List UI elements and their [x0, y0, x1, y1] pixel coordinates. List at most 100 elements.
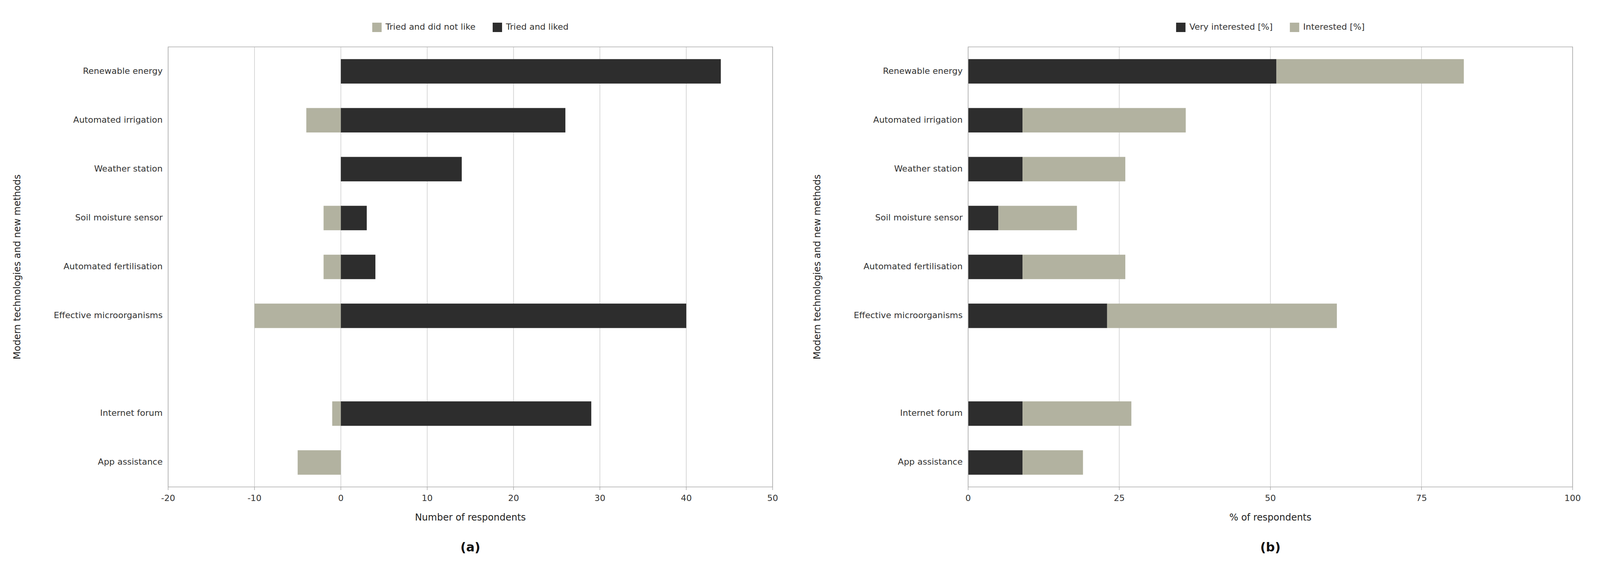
legend-label: Tried and liked: [505, 21, 569, 32]
tick-mark: [599, 487, 601, 491]
chart-root: Renewable energy Automated irrigation Weat…: [0, 0, 1600, 569]
category-label: Effective microorganisms: [853, 310, 963, 321]
legend: Tried and did not like Tried and liked: [372, 21, 569, 33]
bar: [968, 303, 1108, 329]
legend-label: Interested [%]: [1303, 21, 1365, 32]
tick-label: 30: [594, 493, 606, 504]
bar: [968, 254, 1023, 280]
category-label: Automated irrigation: [73, 114, 163, 125]
bar: [332, 401, 341, 427]
tick-mark: [426, 487, 428, 491]
tick-label: 20: [507, 493, 519, 504]
category-label: Soil moisture sensor: [75, 212, 164, 223]
bar: [968, 157, 1023, 182]
bar: [968, 59, 1277, 84]
x-axis-label: Number of respondents: [414, 512, 526, 524]
legend-swatch: [372, 22, 382, 33]
bar: [306, 107, 341, 133]
bar: [340, 157, 462, 182]
bar: [1022, 254, 1126, 280]
chart-title: (a): [460, 539, 481, 555]
tick-mark: [685, 487, 687, 491]
tick-label: 75: [1416, 493, 1428, 504]
bar: [340, 352, 341, 378]
tick-label: -20: [161, 493, 176, 504]
grid-line: [1421, 46, 1423, 488]
category-label: Automated irrigation: [873, 114, 963, 125]
tick-label: 50: [1264, 493, 1276, 504]
grid-line: [599, 46, 601, 488]
bars: [968, 59, 1464, 475]
chart-title: (b): [1260, 539, 1281, 555]
tick-mark: [513, 487, 515, 491]
category-label: Automated fertilisation: [863, 261, 963, 272]
tick-mark: [254, 487, 255, 491]
legend-swatch: [1176, 22, 1186, 33]
bar: [968, 450, 1023, 476]
tick-label: 100: [1564, 493, 1581, 504]
bar: [968, 107, 1023, 133]
bar: [340, 59, 722, 84]
tick-mark: [1269, 487, 1271, 491]
bar: [968, 206, 999, 231]
bar: [340, 254, 376, 280]
bar: [340, 352, 341, 378]
legend-swatch: [492, 22, 503, 33]
tick-label: 0: [965, 493, 971, 504]
legend-label: Tried and did not like: [385, 21, 476, 32]
category-label: App assistance: [97, 457, 163, 467]
bar: [1022, 157, 1126, 182]
category-label: Internet forum: [100, 408, 163, 418]
bar: [297, 450, 341, 476]
bar: [998, 206, 1077, 231]
tick-label: 0: [338, 493, 344, 504]
bar: [1022, 401, 1132, 427]
bar: [1107, 303, 1337, 329]
category-label: App assistance: [897, 457, 963, 467]
category-label: Soil moisture sensor: [875, 212, 964, 223]
category-label: Weather station: [94, 163, 163, 174]
bar: [340, 303, 687, 329]
legend: Very interested [%] Interested [%]: [1176, 21, 1365, 33]
bar: [1022, 450, 1084, 476]
grid-line: [254, 46, 255, 488]
tick-label: -10: [247, 493, 262, 504]
grid-line: [685, 46, 687, 488]
category-label: Weather station: [894, 163, 963, 174]
tick-mark: [167, 487, 169, 491]
tick-label: 50: [767, 493, 779, 504]
bar: [323, 206, 341, 231]
category-label: Effective microorganisms: [53, 310, 163, 321]
tick-mark: [340, 487, 342, 491]
tick-mark: [967, 487, 969, 491]
bar: [968, 401, 1023, 427]
bar: [340, 401, 592, 427]
tick-mark: [1421, 487, 1423, 491]
grid-line: [1269, 46, 1271, 488]
tick-mark: [1119, 487, 1120, 491]
panel: Renewable energy Automated irrigation Weat…: [811, 21, 1581, 555]
tick-label: 25: [1113, 493, 1125, 504]
bar: [1276, 59, 1464, 84]
y-axis-label: Modern technologies and new methods: [11, 174, 23, 360]
plot-frame: [168, 46, 773, 488]
category-label: Internet forum: [900, 408, 963, 418]
tick-label: 10: [421, 493, 433, 504]
panel: Renewable energyAutomated irrigationWeat…: [11, 21, 779, 555]
category-label: Renewable energy: [882, 66, 963, 76]
legend-label: Very interested [%]: [1189, 21, 1273, 32]
y-axis-label: Modern technologies and new methods: [811, 174, 823, 360]
tick-mark: [772, 487, 774, 491]
tick-label: 40: [680, 493, 692, 504]
bar: [340, 206, 367, 231]
category-label: Automated fertilisation: [63, 261, 163, 272]
plot-frame: [968, 46, 1573, 488]
legend-swatch: [1289, 22, 1300, 33]
tick-mark: [1572, 487, 1574, 491]
x-axis-label: % of respondents: [1229, 512, 1312, 524]
bar: [254, 303, 341, 329]
bar: [340, 450, 341, 476]
bars: [254, 59, 722, 475]
bar: [323, 254, 341, 280]
bar: [340, 107, 566, 133]
